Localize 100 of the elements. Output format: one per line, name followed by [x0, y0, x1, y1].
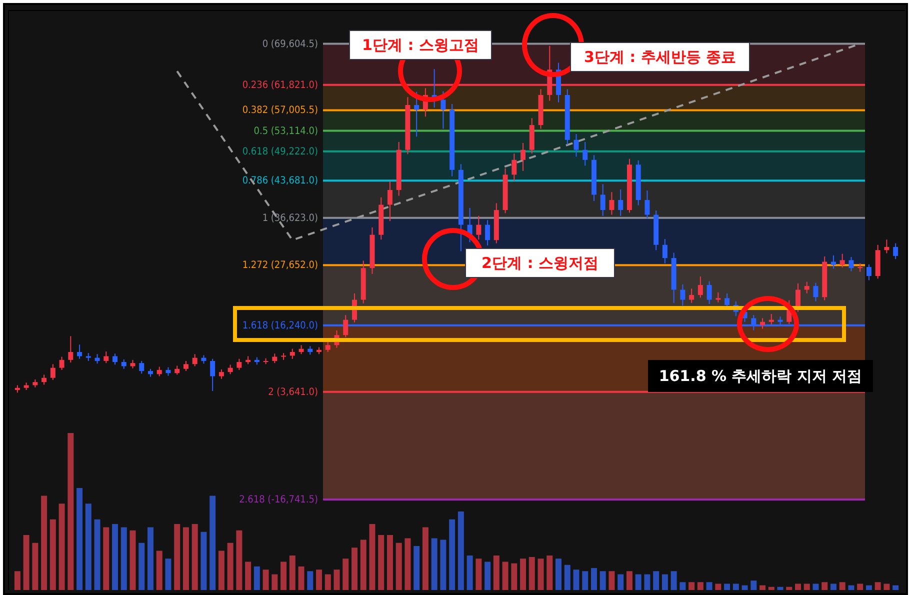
candlestick — [121, 358, 126, 370]
candlestick — [706, 280, 712, 304]
bar — [582, 571, 588, 590]
candlestick — [192, 354, 198, 367]
bar — [245, 562, 252, 590]
bar — [812, 584, 819, 590]
bar — [165, 558, 172, 590]
ref-line-label: 0 (69,604.5) — [262, 38, 318, 50]
bar — [289, 555, 296, 590]
candlestick — [574, 134, 579, 158]
candlestick — [59, 356, 64, 370]
candlestick — [644, 190, 650, 219]
bar — [680, 582, 686, 590]
candlestick — [485, 220, 490, 246]
bar — [528, 557, 535, 590]
bar — [484, 562, 491, 590]
bar — [546, 555, 553, 590]
bar — [120, 527, 127, 590]
candlestick — [156, 366, 162, 377]
bar — [662, 574, 668, 590]
bar — [538, 558, 544, 590]
candlestick — [68, 336, 74, 364]
bar — [874, 582, 881, 590]
candlestick — [236, 358, 242, 370]
candlestick — [77, 344, 82, 360]
bar — [156, 550, 162, 590]
ref-line-label: 1 (36,623.0) — [262, 212, 318, 224]
bar — [307, 571, 314, 590]
candlestick — [716, 292, 721, 303]
candlestick — [893, 242, 898, 260]
bar — [777, 586, 784, 590]
bar — [449, 519, 456, 590]
candlestick — [813, 282, 818, 302]
candlestick — [228, 364, 233, 375]
ref-line-label: 0.382 (57,005.5) — [242, 105, 318, 116]
bar — [618, 574, 624, 590]
candlestick — [760, 318, 766, 330]
candlestick — [804, 281, 810, 294]
bar — [786, 586, 792, 590]
bar — [94, 519, 100, 590]
bar — [732, 584, 739, 590]
ref-line-label: 1.618 (16,240.0) — [242, 320, 318, 332]
bar — [147, 527, 154, 590]
bar — [476, 558, 482, 590]
annotation: 2단계 : 스윙저점 — [465, 248, 615, 278]
candlestick — [139, 360, 144, 374]
bar — [112, 524, 118, 590]
candlestick — [112, 353, 118, 366]
bar — [697, 582, 704, 590]
candlestick — [343, 314, 348, 338]
candlestick — [414, 91, 420, 138]
bar — [23, 535, 30, 590]
bar — [14, 571, 20, 590]
candlestick — [689, 288, 694, 304]
ref-line-label: 2.618 (-16,741.5) — [239, 494, 318, 506]
bar — [272, 574, 278, 590]
bar — [316, 570, 322, 590]
bar — [892, 585, 899, 590]
bar — [334, 570, 340, 590]
bar — [706, 582, 712, 590]
bar — [590, 568, 597, 590]
bar — [218, 550, 224, 590]
bar — [688, 582, 695, 590]
candlestick — [272, 353, 278, 364]
bar — [58, 504, 65, 590]
bar — [50, 519, 56, 590]
bar — [192, 524, 198, 590]
bar — [440, 540, 446, 590]
bar — [866, 585, 872, 590]
bar — [378, 535, 384, 590]
bar — [635, 574, 642, 590]
bar — [85, 504, 92, 590]
bar — [626, 571, 632, 590]
bar — [396, 542, 402, 590]
bar — [511, 563, 518, 590]
bar — [103, 527, 110, 590]
bar — [210, 496, 216, 590]
bar — [342, 558, 349, 590]
ref-line-label: 1.272 (27,652.0) — [242, 260, 318, 272]
candlestick — [325, 340, 330, 352]
bar — [556, 558, 562, 590]
candlestick — [183, 360, 188, 372]
bar — [520, 558, 526, 590]
candlestick — [210, 358, 216, 392]
bar — [644, 574, 650, 590]
bar — [857, 584, 864, 590]
candlestick — [94, 354, 100, 364]
candlestick — [42, 374, 47, 386]
bar — [742, 585, 748, 590]
candlestick — [512, 153, 517, 182]
bar — [822, 582, 828, 590]
bar — [724, 584, 730, 590]
annotation: 161.8 % 추세하락 지저 저점 — [648, 360, 873, 392]
bar — [830, 584, 836, 590]
bar — [458, 512, 464, 590]
candlestick — [840, 253, 845, 268]
bar — [564, 564, 570, 590]
bar — [360, 540, 366, 590]
bar — [298, 566, 304, 590]
bar — [280, 562, 287, 590]
